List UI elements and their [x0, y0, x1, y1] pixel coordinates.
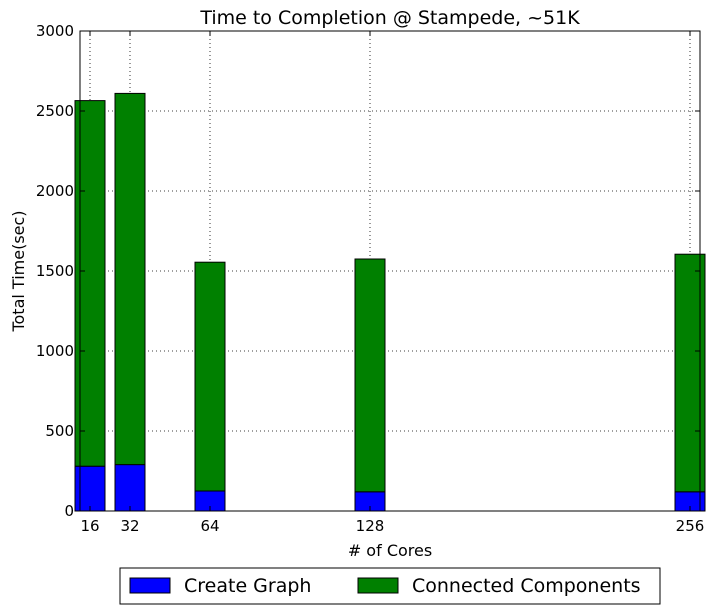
y-axis-label: Total Time(sec) [9, 210, 28, 332]
y-tick-label: 3000 [36, 22, 74, 40]
y-tick-label: 2500 [36, 102, 74, 120]
bar-connected-components-32 [114, 92, 146, 466]
bar-create-graph-32 [114, 464, 146, 512]
legend-swatch-connected-components [357, 577, 399, 594]
y-tick-label: 1000 [36, 342, 74, 360]
axis-ticks: 0 500 1000 1500 2000 2500 3000 16 32 64 128 256 [36, 22, 705, 535]
bar-connected-components-128 [354, 258, 386, 493]
legend-swatch-create-graph [129, 577, 171, 594]
x-tick-label: 32 [120, 517, 139, 535]
legend-label-create-graph: Create Graph [184, 575, 311, 597]
x-tick-label: 128 [356, 517, 385, 535]
grid-lines [80, 30, 700, 512]
x-tick-label: 64 [200, 517, 219, 535]
y-tick-label: 500 [45, 422, 74, 440]
bars [74, 92, 706, 512]
x-axis-label: # of Cores [348, 541, 432, 560]
legend: Create Graph Connected Components [119, 567, 661, 605]
bar-connected-components-64 [194, 261, 226, 492]
x-tick-label: 16 [80, 517, 99, 535]
x-tick-label: 256 [676, 517, 705, 535]
y-tick-label: 0 [64, 502, 74, 520]
y-tick-label: 1500 [36, 262, 74, 280]
legend-label-connected-components: Connected Components [412, 575, 641, 597]
chart-title: Time to Completion @ Stampede, ~51K [199, 7, 580, 29]
y-tick-label: 2000 [36, 182, 74, 200]
